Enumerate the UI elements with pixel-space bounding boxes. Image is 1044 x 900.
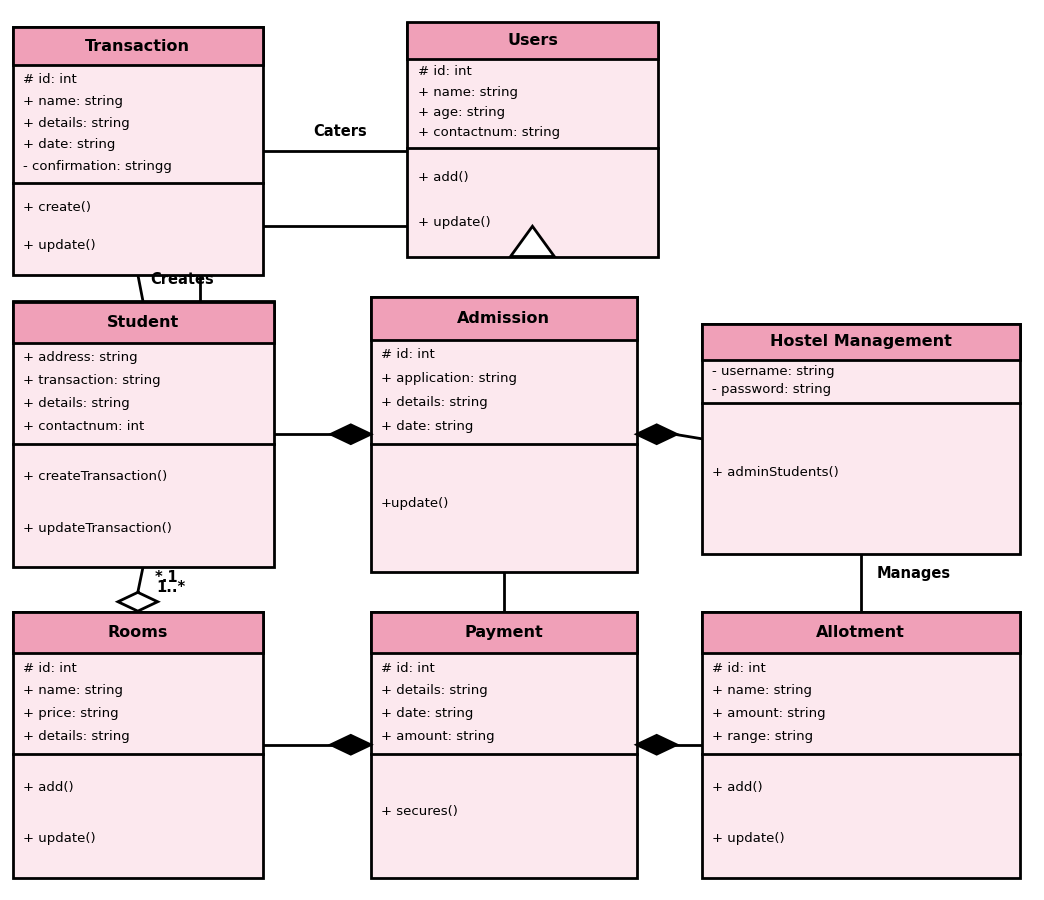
Text: Transaction: Transaction [86, 39, 190, 54]
Text: + name: string: + name: string [23, 94, 123, 108]
Text: # id: int: # id: int [418, 66, 471, 78]
Bar [13, 302, 274, 343]
Polygon shape [331, 735, 371, 754]
Text: + update(): + update() [418, 216, 491, 229]
Bar [407, 22, 658, 256]
Text: Creates: Creates [150, 272, 214, 286]
Text: - password: string: - password: string [712, 383, 831, 396]
Text: # id: int: # id: int [23, 73, 76, 86]
Text: + contactnum: int: + contactnum: int [23, 419, 144, 433]
Text: Payment: Payment [465, 626, 543, 640]
Bar [13, 27, 263, 274]
Bar [702, 612, 1020, 878]
Text: + price: string: + price: string [23, 707, 119, 720]
Text: + update(): + update() [23, 239, 96, 252]
Bar [13, 27, 263, 66]
Bar [407, 22, 658, 58]
Bar [702, 324, 1020, 554]
Text: + createTransaction(): + createTransaction() [23, 471, 167, 483]
Text: Student: Student [106, 315, 180, 329]
Text: + details: string: + details: string [23, 117, 129, 130]
Text: # id: int: # id: int [23, 662, 76, 675]
Polygon shape [511, 226, 554, 256]
Text: + updateTransaction(): + updateTransaction() [23, 522, 172, 535]
Text: + details: string: + details: string [381, 685, 488, 698]
Text: Manages: Manages [876, 566, 951, 581]
Text: + adminStudents(): + adminStudents() [712, 466, 838, 480]
Text: Caters: Caters [313, 124, 367, 139]
Text: Hostel Management: Hostel Management [769, 334, 952, 349]
Text: - username: string: - username: string [712, 364, 834, 378]
Text: + name: string: + name: string [23, 685, 123, 698]
Text: + name: string: + name: string [418, 86, 518, 99]
Text: + transaction: string: + transaction: string [23, 374, 161, 387]
Bar [371, 612, 637, 653]
Text: # id: int: # id: int [381, 662, 434, 675]
Text: + date: string: + date: string [381, 707, 473, 720]
Text: + create(): + create() [23, 202, 91, 214]
Polygon shape [331, 425, 371, 444]
Text: # id: int: # id: int [381, 348, 434, 362]
Polygon shape [118, 592, 158, 611]
Bar [13, 612, 263, 653]
Text: # id: int: # id: int [712, 662, 765, 675]
Text: + add(): + add() [712, 781, 762, 794]
Bar [371, 297, 637, 339]
Text: Users: Users [507, 33, 557, 48]
Text: + range: string: + range: string [712, 730, 813, 743]
Text: + name: string: + name: string [712, 685, 812, 698]
Text: + details: string: + details: string [381, 396, 488, 409]
Text: - confirmation: stringg: - confirmation: stringg [23, 160, 172, 173]
Text: + contactnum: string: + contactnum: string [418, 126, 560, 139]
Polygon shape [637, 735, 677, 754]
Bar [702, 324, 1020, 360]
Text: *.1: *.1 [155, 570, 179, 585]
Text: Allotment: Allotment [816, 626, 905, 640]
Text: + amount: string: + amount: string [381, 730, 495, 743]
Text: + details: string: + details: string [23, 397, 129, 410]
Text: + add(): + add() [23, 781, 73, 794]
Text: +update(): +update() [381, 497, 449, 509]
Text: + date: string: + date: string [381, 419, 473, 433]
Text: + update(): + update() [23, 832, 96, 845]
Text: + amount: string: + amount: string [712, 707, 826, 720]
Text: + secures(): + secures() [381, 805, 458, 818]
Text: + application: string: + application: string [381, 373, 517, 385]
Text: + date: string: + date: string [23, 139, 115, 151]
Bar [371, 297, 637, 572]
Text: Admission: Admission [457, 310, 550, 326]
Polygon shape [637, 425, 677, 444]
Text: Rooms: Rooms [108, 626, 168, 640]
Text: + age: string: + age: string [418, 106, 504, 119]
Text: + address: string: + address: string [23, 351, 138, 364]
Text: + add(): + add() [418, 171, 468, 184]
Text: + update(): + update() [712, 832, 785, 845]
Text: 1..*: 1..* [157, 580, 186, 596]
Bar [371, 612, 637, 878]
Text: + details: string: + details: string [23, 730, 129, 743]
Bar [13, 302, 274, 567]
Bar [13, 612, 263, 878]
Bar [702, 612, 1020, 653]
